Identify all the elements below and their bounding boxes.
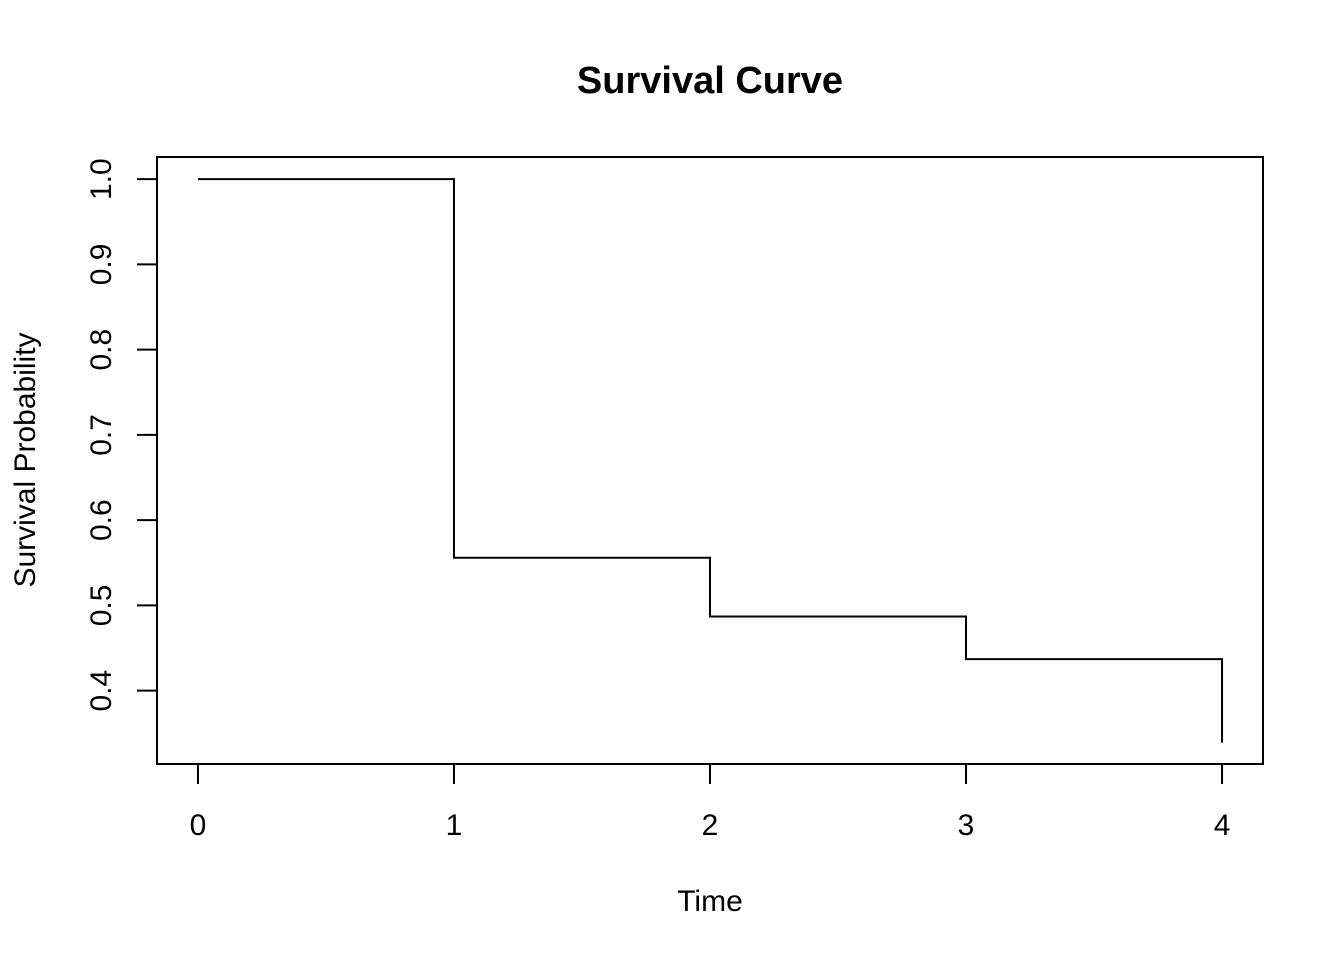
y-axis: 0.4 0.5 0.6 0.7 0.8 0.9 1.0: [85, 158, 157, 712]
survival-step-line: [197, 178, 1224, 743]
plot-frame: [156, 156, 1264, 765]
y-tick-label: 0.4: [85, 670, 118, 712]
x-tick-label: 0: [190, 809, 207, 842]
y-tick-label: 0.9: [85, 244, 118, 286]
y-tick-label: 1.0: [85, 158, 118, 200]
chart-title: Survival Curve: [577, 60, 843, 102]
y-tick-label: 0.7: [85, 414, 118, 456]
x-tick-label: 3: [958, 809, 975, 842]
x-tick-label: 1: [446, 809, 463, 842]
y-tick-label: 0.6: [85, 499, 118, 541]
x-tick-label: 4: [1214, 809, 1231, 842]
y-tick-label: 0.8: [85, 329, 118, 371]
x-axis-label: Time: [677, 885, 743, 918]
y-tick-label: 0.5: [85, 585, 118, 627]
x-axis: 0 1 2 3 4: [190, 764, 1231, 842]
x-tick-label: 2: [702, 809, 719, 842]
y-axis-label: Survival Probability: [9, 332, 42, 587]
